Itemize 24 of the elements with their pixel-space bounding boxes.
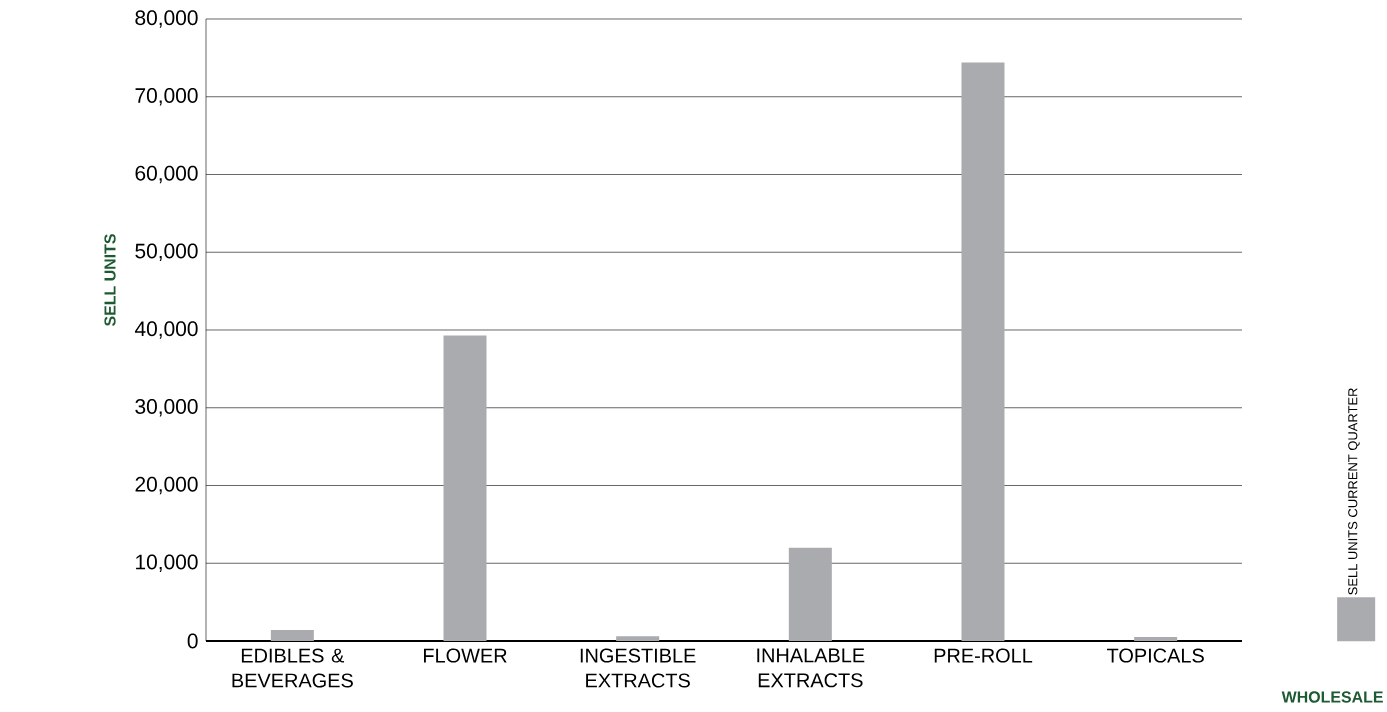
legend-title: WHOLESALE [1281,691,1383,703]
y-tick-label: 20,000 [135,476,198,495]
bar [1134,637,1178,641]
x-tick-label: INGESTIBLE EXTRACTS [580,648,696,688]
y-tick-label: 0 [187,633,198,649]
y-tick-label: 40,000 [134,321,198,339]
y-tick-label: 60,000 [135,165,198,184]
bar [443,335,487,641]
bar [270,630,314,641]
y-tick-label: 50,000 [135,243,198,261]
bar [616,636,660,641]
bar [788,547,832,641]
bar [961,62,1005,641]
x-tick-label: FLOWER [424,648,507,663]
y-tick-label: 30,000 [135,399,198,417]
x-tick-label: EDIBLES & BEVERAGES [232,648,353,688]
x-tick-label: PRE-ROLL [934,648,1033,663]
y-tick-label: 10,000 [136,554,198,572]
y-tick-label: 70,000 [135,88,198,106]
text: SELL UNITS CURRENT QUARTER [1348,388,1360,595]
y-axis-title: SELL UNITS [104,234,116,327]
x-tick-label: TOPICALS [1107,648,1204,663]
y-tick-label: 80,000 [135,10,198,28]
x-tick-label: INHALABLE EXTRACTS [757,648,865,688]
